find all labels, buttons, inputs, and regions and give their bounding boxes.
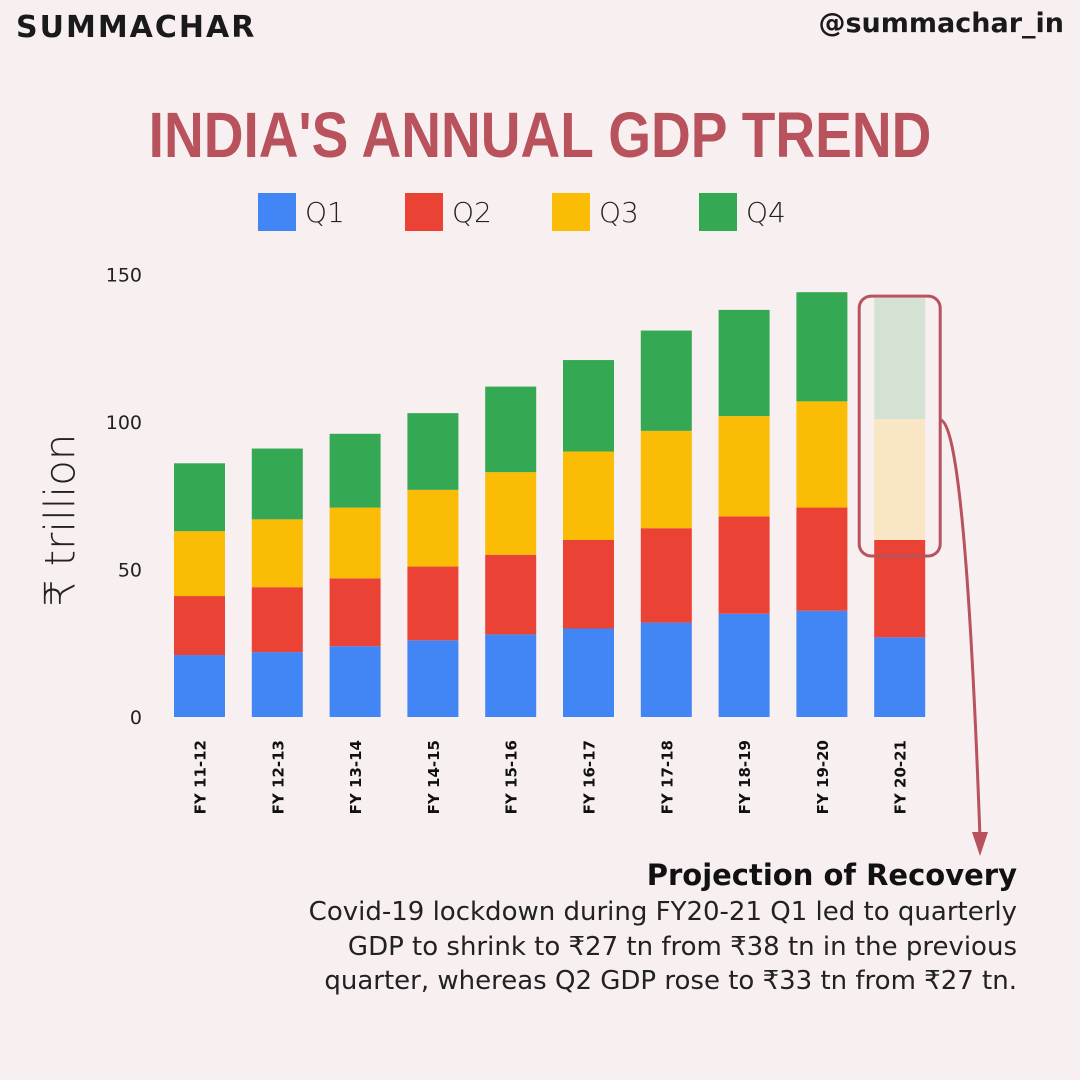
recovery-annotation: Projection of Recovery Covid-19 lockdown… [217,855,1017,999]
annotation-title: Projection of Recovery [646,858,1017,892]
chart-legend: Q1 Q2 Q3 Q4 [258,193,846,231]
x-tick-label: FY 14-15 [425,740,443,814]
bar-segment-q1 [874,637,926,717]
legend-item-q2: Q2 [405,193,552,231]
bar-segment-q4 [174,463,225,532]
x-tick-label: FY 17-18 [658,740,676,814]
bar-segment-q4-projected [874,298,926,420]
bar-segment-q1 [251,652,303,717]
bar-segment-q3 [329,507,381,579]
legend-swatch-q3 [552,193,590,231]
legend-label-q3: Q3 [599,195,639,229]
legend-item-q4: Q4 [699,193,846,231]
bar-segment-q1 [796,610,848,717]
projection-highlight-box [857,294,942,558]
legend-item-q3: Q3 [552,193,699,231]
bar-segment-q4 [329,433,381,508]
bar-segment-q2 [796,507,848,611]
bar-segment-q4 [718,309,770,417]
bar-segment-q2 [485,554,537,635]
bar-segment-q4 [485,386,537,473]
bar-segment-q4 [407,413,459,490]
annotation-line: Covid-19 lockdown during FY20-21 Q1 led … [308,897,1017,927]
legend-swatch-q2 [405,193,443,231]
brand-logo: SUMMACHAR [16,10,257,45]
bar-segment-q3 [174,531,225,597]
y-tick-label: 100 [106,412,142,434]
bar-segment-q3 [563,451,614,540]
bar-segment-q2 [407,566,459,641]
legend-item-q1: Q1 [258,193,405,231]
bar-segment-q2 [718,516,770,614]
bar-segment-q1 [718,613,770,717]
bar-segment-q3 [251,519,303,588]
legend-label-q2: Q2 [452,195,492,229]
legend-label-q4: Q4 [746,195,786,229]
legend-swatch-q1 [258,193,296,231]
bar-segment-q3 [718,416,770,517]
bar-segment-q2 [174,596,225,656]
legend-swatch-q4 [699,193,737,231]
x-tick-label: FY 15-16 [503,740,521,814]
bar-segment-q3 [485,472,537,555]
bar-segment-q2 [563,540,614,629]
bar-segment-q2 [251,587,303,653]
social-handle: @summachar_in [818,8,1064,39]
bar-segment-q1 [485,634,537,717]
projection-arrow-head [972,832,988,856]
bar-segment-q2 [329,578,381,647]
bar-segment-q4 [796,292,848,402]
annotation-line: GDP to shrink to ₹27 tn from ₹38 tn in t… [347,931,1017,962]
x-tick-label: FY 20-21 [892,740,910,814]
bar-segment-q3-projected [874,419,926,540]
bar-segment-q4 [640,330,692,431]
bar-segment-q3 [407,489,459,567]
y-tick-label: 150 [106,265,142,287]
bar-segment-q3 [640,430,692,529]
x-tick-label: FY 12-13 [269,740,287,814]
bar-segment-q1 [563,628,614,717]
chart-title: INDIA'S ANNUAL GDP TREND [148,99,932,171]
x-tick-label: FY 11-12 [192,740,210,814]
legend-label-q1: Q1 [305,195,345,229]
x-tick-label: FY 18-19 [736,740,754,814]
bar-segment-q4 [251,448,303,520]
x-tick-label: FY 16-17 [581,740,599,814]
bar-segment-q1 [174,655,225,717]
bar-segment-q1 [640,622,692,717]
projection-arrow-line [939,418,982,839]
bar-segment-q3 [796,401,848,508]
bar-segment-q1 [407,640,459,717]
y-tick-label: 0 [130,707,142,729]
annotation-line: quarter, whereas Q2 GDP rose to ₹33 tn f… [324,966,1017,996]
x-tick-label: FY 19-20 [814,740,832,814]
bar-segment-q1 [329,646,381,717]
x-tick-label: FY 13-14 [347,740,365,814]
bar-segment-q4 [563,360,614,452]
annotation-body: Covid-19 lockdown during FY20-21 Q1 led … [217,895,1017,999]
y-tick-label: 50 [118,560,142,582]
bar-segment-q2 [640,528,692,623]
